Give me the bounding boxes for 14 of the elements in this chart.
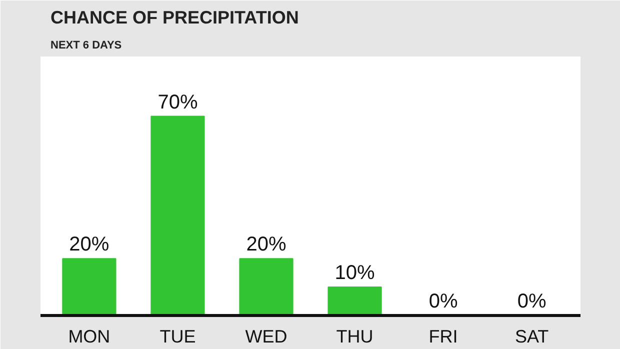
x-tick-label: TUE [160, 326, 196, 346]
chart-title: CHANCE OF PRECIPITATION [50, 8, 299, 28]
data-label: 70% [158, 91, 198, 114]
data-label: 20% [69, 234, 110, 256]
x-tick-label: MON [68, 326, 110, 346]
x-tick-label: WED [245, 326, 288, 346]
data-label: 20% [246, 234, 286, 256]
x-tick-label: SAT [514, 326, 549, 346]
x-tick-label: THU [336, 326, 374, 346]
data-label: 10% [334, 262, 375, 284]
x-tick-label: FRI [428, 326, 458, 346]
chart-subtitle: NEXT 6 DAYS [50, 40, 122, 52]
data-label: 0% [428, 290, 458, 312]
data-label: 0% [517, 290, 546, 312]
